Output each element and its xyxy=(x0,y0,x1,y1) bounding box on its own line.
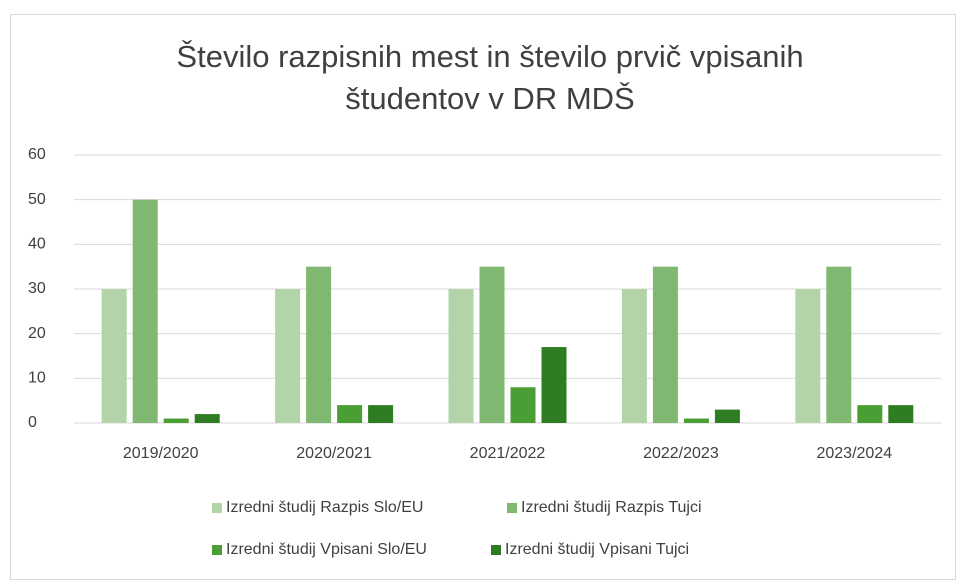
legend-swatch xyxy=(212,503,222,513)
bar xyxy=(621,289,647,423)
legend-swatch xyxy=(212,545,222,555)
legend-label: Izredni študij Vpisani Slo/EU xyxy=(226,541,427,558)
y-tick-label: 60 xyxy=(28,146,46,163)
bar xyxy=(163,418,189,423)
bar xyxy=(275,289,301,423)
y-tick-label: 20 xyxy=(28,325,46,342)
bar xyxy=(857,405,883,423)
bar xyxy=(479,266,505,423)
x-tick-label: 2021/2022 xyxy=(470,445,546,462)
y-tick-label: 40 xyxy=(28,236,46,253)
bar xyxy=(826,266,852,423)
legend-label: Izredni študij Razpis Slo/EU xyxy=(226,499,423,516)
y-tick-label: 0 xyxy=(28,414,37,431)
bar xyxy=(337,405,363,423)
bar xyxy=(132,199,158,423)
bar xyxy=(541,347,567,423)
legend-label: Izredni študij Razpis Tujci xyxy=(521,499,702,516)
chart-title: Število razpisnih mest in število prvič … xyxy=(176,39,804,116)
bar xyxy=(795,289,821,423)
x-tick-label: 2023/2024 xyxy=(816,445,892,462)
x-tick-label: 2019/2020 xyxy=(123,445,199,462)
bar xyxy=(194,414,220,423)
y-tick-label: 30 xyxy=(28,280,46,297)
legend-label: Izredni študij Vpisani Tujci xyxy=(505,541,689,558)
bar xyxy=(510,387,536,423)
bar xyxy=(368,405,394,423)
legend-swatch xyxy=(507,503,517,513)
x-tick-label: 2020/2021 xyxy=(296,445,372,462)
y-tick-label: 10 xyxy=(28,370,46,387)
bar xyxy=(714,409,740,423)
bar xyxy=(448,289,474,423)
bar xyxy=(683,418,709,423)
bar xyxy=(888,405,914,423)
legend-swatch xyxy=(491,545,501,555)
bar xyxy=(306,266,332,423)
x-tick-label: 2022/2023 xyxy=(643,445,719,462)
bar xyxy=(101,289,127,423)
bar xyxy=(652,266,678,423)
y-tick-label: 50 xyxy=(28,191,46,208)
